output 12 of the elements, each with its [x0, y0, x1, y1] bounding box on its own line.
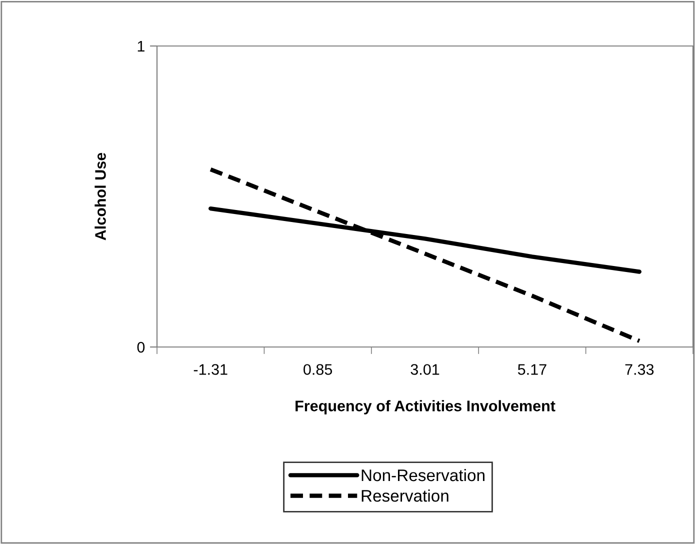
legend-label: Reservation [362, 490, 448, 502]
y-tick-label: 0 [137, 342, 145, 353]
legend-label: Non-Reservation [362, 468, 484, 482]
y-tick-label: 1 [138, 41, 144, 52]
line-series [208, 167, 642, 344]
x-tick-label: 5.17 [518, 364, 546, 375]
x-tick-label: 3.01 [410, 364, 440, 375]
x-tick-label: 0.85 [304, 364, 332, 375]
x-tick-label: -1.31 [194, 364, 228, 375]
y-axis-title: Alcohol Use [94, 152, 106, 240]
x-tick-label: 7.33 [625, 364, 654, 375]
x-axis-title: Frequency of Activities Involvement [296, 400, 556, 414]
